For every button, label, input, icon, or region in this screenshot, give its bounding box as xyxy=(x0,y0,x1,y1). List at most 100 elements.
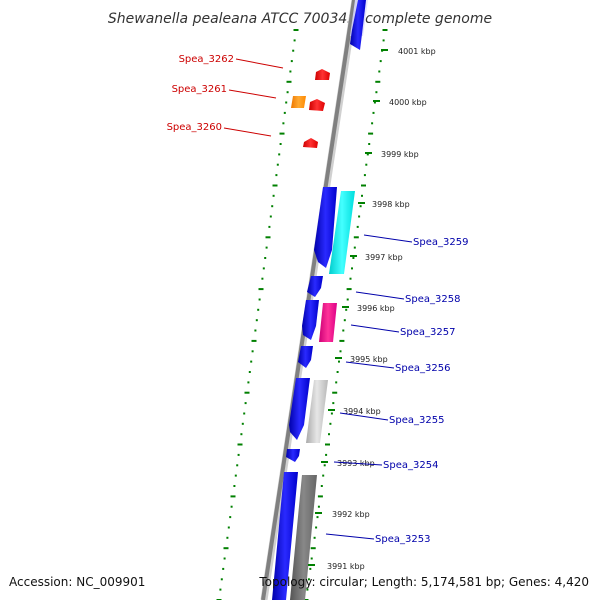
rail-major-tick xyxy=(293,29,299,31)
kbp-label: 3995 kbp xyxy=(350,355,388,364)
kbp-label: 4001 kbp xyxy=(398,47,436,56)
rail-minor-tick xyxy=(365,163,368,166)
rail-minor-tick xyxy=(257,308,260,311)
rail-minor-tick xyxy=(323,464,326,467)
rail-minor-tick xyxy=(353,246,356,249)
rail-minor-tick xyxy=(339,350,342,353)
outer-tick-rail xyxy=(303,29,388,600)
gene-label-spea-3255[interactable]: Spea_3255 xyxy=(389,415,444,426)
rail-major-tick xyxy=(317,495,323,498)
map-title: Shewanella pealeana ATCC 700345, complet… xyxy=(108,11,492,27)
gene-label-spea-3262[interactable]: Spea_3262 xyxy=(179,54,234,65)
rail-minor-tick xyxy=(264,257,267,259)
rail-minor-tick xyxy=(283,111,286,114)
rail-minor-tick xyxy=(325,453,328,456)
rail-major-tick xyxy=(223,547,229,550)
rail-minor-tick xyxy=(306,588,309,591)
gene-spea-3261-shape xyxy=(291,96,306,108)
gene-label-spea-3259[interactable]: Spea_3259 xyxy=(413,237,468,248)
inner-tick-rail xyxy=(216,29,299,600)
rail-minor-tick xyxy=(361,194,363,197)
gene-spea-3261b-shape xyxy=(309,99,325,111)
leader-line xyxy=(223,127,272,137)
gene-label-spea-3254[interactable]: Spea_3254 xyxy=(383,460,438,471)
gene-spea-3255-blue xyxy=(289,378,310,440)
rail-minor-tick xyxy=(234,474,237,477)
accession-text: Accession: NC_009901 xyxy=(9,575,145,589)
kbp-label: 3996 kbp xyxy=(357,304,395,313)
rail-minor-tick xyxy=(352,257,355,259)
gene-label-spea-3256[interactable]: Spea_3256 xyxy=(395,363,450,374)
rail-minor-tick xyxy=(315,526,318,529)
rail-minor-tick xyxy=(358,215,361,218)
rail-major-tick xyxy=(265,236,271,239)
rail-minor-tick xyxy=(247,381,250,384)
rail-minor-tick xyxy=(220,578,223,581)
rail-minor-tick xyxy=(278,153,281,156)
gene-spea-3257-pink xyxy=(319,303,337,342)
rail-minor-tick xyxy=(248,371,251,373)
gene-spea-3253-darkgray xyxy=(290,475,317,600)
leader-line xyxy=(333,461,383,466)
rail-minor-tick xyxy=(244,402,247,405)
rail-minor-tick xyxy=(276,163,279,166)
rail-minor-tick xyxy=(310,557,313,560)
gene-spea-3254-blue xyxy=(286,449,300,462)
rail-minor-tick xyxy=(222,567,225,570)
rail-minor-tick xyxy=(382,39,385,42)
rail-minor-tick xyxy=(307,578,310,581)
rail-major-tick xyxy=(332,391,338,394)
rail-minor-tick xyxy=(322,474,325,477)
leader-line xyxy=(363,234,413,243)
rail-minor-tick xyxy=(286,91,289,94)
rail-minor-tick xyxy=(272,194,275,197)
rail-minor-tick xyxy=(329,422,332,425)
leader-line xyxy=(345,361,395,369)
gene-label-spea-3253[interactable]: Spea_3253 xyxy=(375,534,430,545)
rail-minor-tick xyxy=(290,60,293,63)
leader-line xyxy=(325,533,375,540)
rail-minor-tick xyxy=(332,402,335,405)
gene-label-spea-3261[interactable]: Spea_3261 xyxy=(172,84,227,95)
rail-minor-tick xyxy=(261,277,264,280)
rail-minor-tick xyxy=(236,464,239,467)
rail-minor-tick xyxy=(285,101,288,104)
rail-minor-tick xyxy=(226,536,229,539)
rail-minor-tick xyxy=(316,516,319,519)
gene-spea-3262-shape xyxy=(315,69,330,80)
rail-minor-tick xyxy=(219,588,222,591)
rail-minor-tick xyxy=(223,557,226,560)
rail-minor-tick xyxy=(240,433,243,436)
rail-minor-tick xyxy=(289,70,292,73)
rail-minor-tick xyxy=(349,277,352,280)
kbp-label: 3998 kbp xyxy=(372,200,410,209)
rail-major-tick xyxy=(368,132,374,135)
kbp-label: 4000 kbp xyxy=(389,98,427,107)
rail-minor-tick xyxy=(251,350,254,353)
gene-label-spea-3260[interactable]: Spea_3260 xyxy=(167,122,222,133)
rail-minor-tick xyxy=(351,267,353,270)
rail-minor-tick xyxy=(346,298,349,301)
rail-minor-tick xyxy=(237,453,240,456)
gene-spea-3256-blue xyxy=(298,346,313,368)
rail-major-tick xyxy=(244,391,250,394)
rail-minor-tick xyxy=(335,381,338,384)
gene-spea-3255-gray xyxy=(306,380,328,443)
rail-minor-tick xyxy=(343,319,346,322)
gene-spea-3260-shape xyxy=(303,138,318,148)
rail-minor-tick xyxy=(271,205,274,208)
gene-spea-3259-cyan xyxy=(329,191,355,274)
kbp-label: 3992 kbp xyxy=(332,510,370,519)
rail-minor-tick xyxy=(313,536,316,539)
gene-label-spea-3257[interactable]: Spea_3257 xyxy=(400,327,455,338)
rail-major-tick xyxy=(310,547,316,550)
rail-minor-tick xyxy=(265,246,268,249)
rail-minor-tick xyxy=(255,319,258,322)
rail-major-tick xyxy=(361,184,366,187)
rail-minor-tick xyxy=(275,174,278,177)
rail-minor-tick xyxy=(330,412,333,415)
gene-label-spea-3258[interactable]: Spea_3258 xyxy=(405,294,460,305)
leader-line xyxy=(350,324,400,333)
rail-minor-tick xyxy=(241,422,244,425)
